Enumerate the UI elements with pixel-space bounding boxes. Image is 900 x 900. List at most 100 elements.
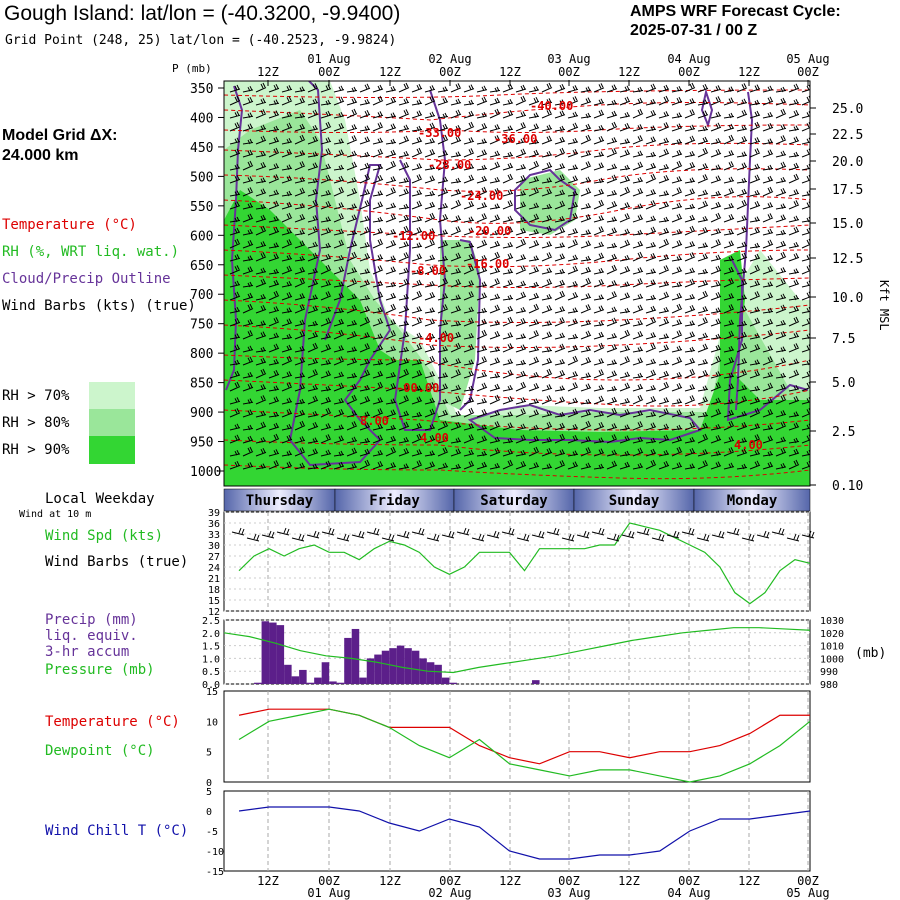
- wind-barb: [372, 397, 384, 405]
- top-time-tick: 12Z: [379, 65, 401, 79]
- rh70-swatch: [89, 382, 135, 409]
- wind-barb: [346, 319, 358, 327]
- wind-barb: [463, 200, 475, 210]
- wind-barb: [788, 200, 800, 210]
- wind-barb: [294, 319, 306, 327]
- wind-barb: [281, 254, 293, 262]
- wind-barb: [580, 277, 592, 288]
- wind-barb: [710, 434, 722, 444]
- wind-barb: [515, 137, 527, 145]
- wind-barb: [736, 135, 748, 145]
- wind-barb: [255, 357, 267, 366]
- wind-barb: [359, 294, 371, 301]
- wind-barb: [723, 240, 735, 249]
- wind-barb: [749, 110, 761, 119]
- wind-barb: [632, 135, 644, 145]
- wind-barb: [749, 163, 761, 171]
- wind-barb: [723, 187, 735, 197]
- wind-barb: [242, 446, 254, 457]
- wind-barb: [411, 242, 423, 249]
- wind-barb: [372, 344, 384, 353]
- height-tick: 10.0: [832, 291, 863, 306]
- wind-barb: [281, 190, 293, 197]
- wind-barb-10m: [741, 533, 755, 542]
- wind-barb: [541, 124, 553, 132]
- wind-barb: [372, 306, 384, 314]
- wind-barb: [671, 356, 683, 366]
- wind-barb: [645, 162, 657, 171]
- wind-barb: [593, 278, 605, 288]
- wind-barb-10m: [531, 530, 545, 539]
- wind-barb: [567, 164, 579, 171]
- wind-barb: [658, 174, 670, 184]
- wind-barb: [359, 162, 371, 171]
- wind-barb: [684, 150, 696, 158]
- wind-barb: [359, 125, 371, 132]
- wind-barb: [450, 437, 462, 444]
- wind-barb: [606, 137, 618, 145]
- pressure-line: [223, 627, 811, 674]
- wind-barb: [645, 422, 657, 431]
- wind-barb: [398, 135, 410, 145]
- wind-barb: [528, 266, 540, 275]
- wind-barb: [333, 149, 345, 158]
- wind-barb: [489, 97, 501, 106]
- wind-barb: [593, 410, 605, 418]
- y-tick-label: 0.0: [202, 680, 220, 691]
- wind-barb: [398, 463, 410, 470]
- wind-barb: [333, 254, 345, 262]
- wind-barb: [632, 251, 644, 262]
- wind-barb: [385, 424, 397, 431]
- wind-barb: [801, 397, 810, 405]
- y-tick-label: 36: [208, 519, 220, 530]
- wind-barb: [320, 137, 332, 145]
- wind-barb: [450, 410, 462, 418]
- wind-barb: [437, 356, 449, 366]
- wind-barb: [255, 395, 267, 405]
- pressure-right-tick: 990: [820, 667, 838, 678]
- wind-barb: [528, 160, 540, 171]
- wind-barb: [372, 227, 384, 236]
- wind-barb: [580, 134, 592, 145]
- y-tick-label: 10: [206, 717, 218, 728]
- wind-barb: [697, 460, 709, 470]
- temperature-contour-label: -33.00: [418, 126, 461, 140]
- wind-barb: [593, 252, 605, 262]
- wind-barb: [229, 238, 241, 249]
- wind-barb: [736, 109, 748, 119]
- wind-barb: [632, 150, 644, 158]
- wind-barb: [333, 265, 345, 275]
- wind-barb: [736, 305, 748, 314]
- wind-barb: [229, 460, 241, 470]
- top-date-label: 02 Aug: [428, 52, 471, 66]
- wind-barb: [710, 254, 722, 262]
- wind-barb: [333, 382, 345, 392]
- wind-barb: [554, 396, 566, 405]
- wind-barb: [645, 136, 657, 145]
- wind-barb: [398, 436, 410, 444]
- wind-barb: [476, 111, 488, 119]
- wind-barb: [554, 343, 566, 353]
- wind-barb: [528, 345, 540, 353]
- wind-barb: [281, 122, 293, 132]
- wind-barb: [385, 319, 397, 327]
- wind-barb: [268, 125, 280, 132]
- wind-barb: [567, 265, 579, 275]
- wind-barb: [255, 410, 267, 418]
- wind-barb: [736, 252, 748, 262]
- wind-barb: [255, 135, 267, 145]
- wind-barb: [749, 137, 761, 145]
- wind-barb: [411, 396, 423, 405]
- wind-barb: [242, 239, 254, 249]
- wind-barb: [593, 241, 605, 249]
- wind-barb: [632, 86, 644, 93]
- wind-barb: [502, 226, 514, 236]
- wind-barb: [229, 216, 241, 223]
- wind-barb: [567, 212, 579, 223]
- wind-barb: [580, 86, 592, 93]
- wind-barb: [359, 151, 371, 158]
- wind-barb: [437, 161, 449, 171]
- precip-bar: [381, 650, 390, 684]
- wind-barb: [424, 137, 436, 145]
- wind-barb: [580, 255, 592, 262]
